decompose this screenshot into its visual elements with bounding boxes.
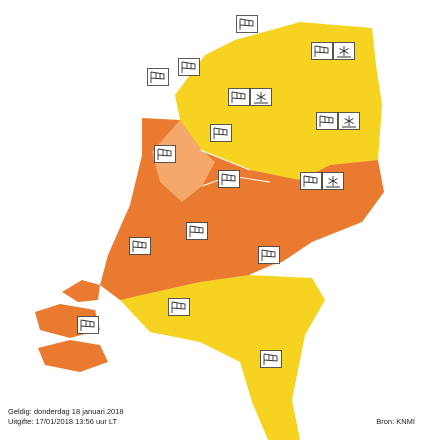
wind-icon: [129, 237, 151, 255]
wind-icon: [154, 145, 176, 163]
island-1: [62, 280, 100, 302]
wind-icon: [236, 15, 258, 33]
wind-icon: [186, 222, 208, 240]
wind-icon: [218, 170, 240, 188]
wind-icon: [210, 124, 232, 142]
island-3: [38, 340, 108, 372]
source: Bron: KNMI: [376, 417, 415, 426]
wind-icon: [77, 316, 99, 334]
wind-icon: [168, 298, 190, 316]
wind-icon: [258, 246, 280, 264]
region-south: [120, 275, 325, 440]
wind-icon: [178, 58, 200, 76]
regions: [35, 22, 384, 440]
issue-date: Uitgifte: 17/01/2018 13:56 uur LT: [8, 417, 118, 426]
region-coast: [152, 120, 215, 202]
wind-icon: [260, 350, 282, 368]
wind-icon: [147, 68, 169, 86]
valid-date: Geldig: donderdag 18 januari 2018: [8, 407, 124, 416]
